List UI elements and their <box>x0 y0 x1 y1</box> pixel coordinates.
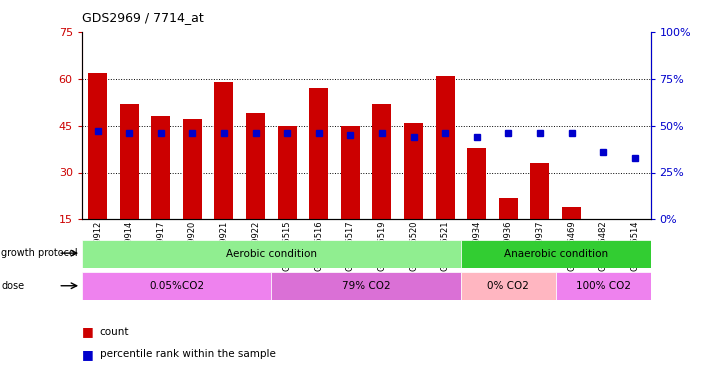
Bar <box>246 113 265 219</box>
Bar <box>309 88 328 219</box>
Text: GDS2969 / 7714_at: GDS2969 / 7714_at <box>82 11 203 24</box>
Text: 0.05%CO2: 0.05%CO2 <box>149 281 204 291</box>
Text: count: count <box>100 327 129 337</box>
Bar <box>467 147 486 219</box>
Bar <box>119 104 139 219</box>
Text: percentile rank within the sample: percentile rank within the sample <box>100 350 275 359</box>
Bar <box>183 119 202 219</box>
Text: 0% CO2: 0% CO2 <box>488 281 529 291</box>
Bar <box>461 272 556 300</box>
Bar <box>562 207 581 219</box>
Text: 79% CO2: 79% CO2 <box>342 281 390 291</box>
Text: 100% CO2: 100% CO2 <box>576 281 631 291</box>
Text: growth protocol: growth protocol <box>1 248 78 258</box>
Bar <box>404 123 423 219</box>
Bar <box>215 82 233 219</box>
Bar <box>151 116 170 219</box>
Bar <box>88 72 107 219</box>
Text: Aerobic condition: Aerobic condition <box>226 249 317 259</box>
Bar <box>278 126 296 219</box>
Bar <box>82 272 272 300</box>
Bar <box>556 272 651 300</box>
Text: Anaerobic condition: Anaerobic condition <box>503 249 608 259</box>
Bar <box>530 163 550 219</box>
Bar <box>461 240 651 268</box>
Text: dose: dose <box>1 281 25 291</box>
Bar <box>436 76 454 219</box>
Bar <box>82 240 461 268</box>
Bar <box>373 104 392 219</box>
Bar <box>341 126 360 219</box>
Text: ■: ■ <box>82 326 94 338</box>
Bar <box>499 198 518 219</box>
Text: ■: ■ <box>82 348 94 361</box>
Bar <box>272 272 461 300</box>
